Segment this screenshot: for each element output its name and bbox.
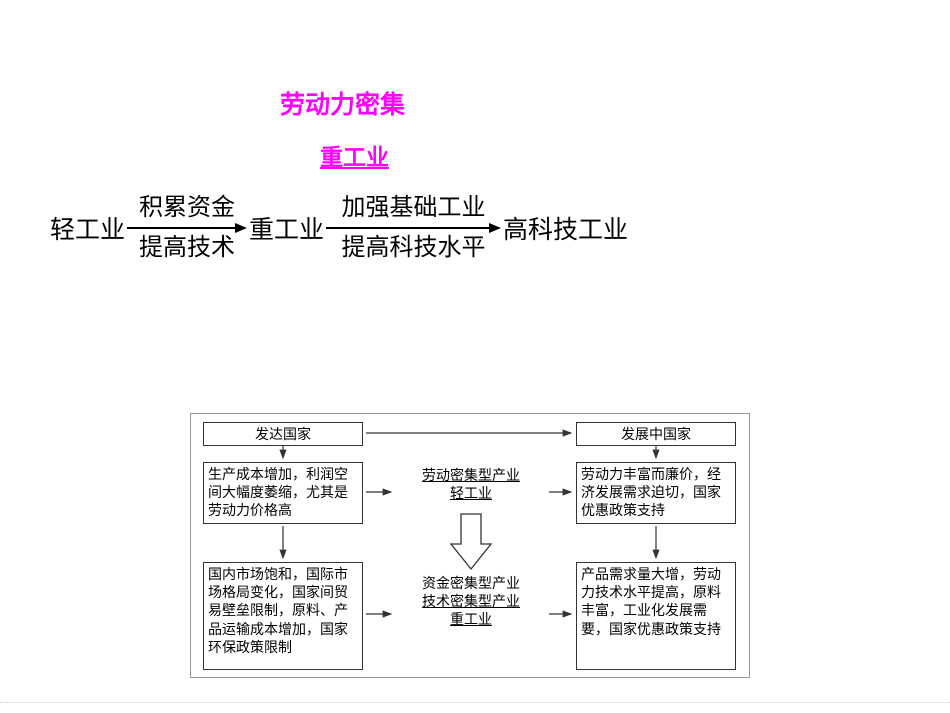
- arrow2-bottom-label: 提高科技水平: [342, 235, 486, 261]
- hollow-down-arrow-icon: [451, 514, 491, 569]
- chain-node-heavy: 重工业: [249, 210, 324, 246]
- industry-chain: 轻工业 积累资金 提高技术 重工业 加强基础工业 提高科技水平 高科技工业: [50, 195, 900, 262]
- industry-transfer-flowchart: 发达国家 发展中国家 生产成本增加，利润空间大幅度萎缩，尤其是劳动力价格高 劳动…: [190, 413, 750, 678]
- arrow-right-icon: [326, 221, 501, 235]
- chain-node-light: 轻工业: [50, 210, 125, 246]
- arrow2-top-label: 加强基础工业: [342, 195, 486, 221]
- arrow-right-icon: [127, 221, 247, 235]
- chain-arrow-2: 加强基础工业 提高科技水平: [326, 195, 501, 262]
- flowchart-arrows: [191, 414, 751, 679]
- chain-node-hightech: 高科技工业: [503, 210, 628, 246]
- arrow1-bottom-label: 提高技术: [139, 235, 235, 261]
- chain-arrow-1: 积累资金 提高技术: [127, 195, 247, 262]
- footer-divider: [0, 702, 950, 703]
- title-heavy-industry: 重工业: [320, 138, 389, 172]
- arrow1-top-label: 积累资金: [139, 195, 235, 221]
- title-labor-intensive: 劳动力密集: [280, 85, 405, 121]
